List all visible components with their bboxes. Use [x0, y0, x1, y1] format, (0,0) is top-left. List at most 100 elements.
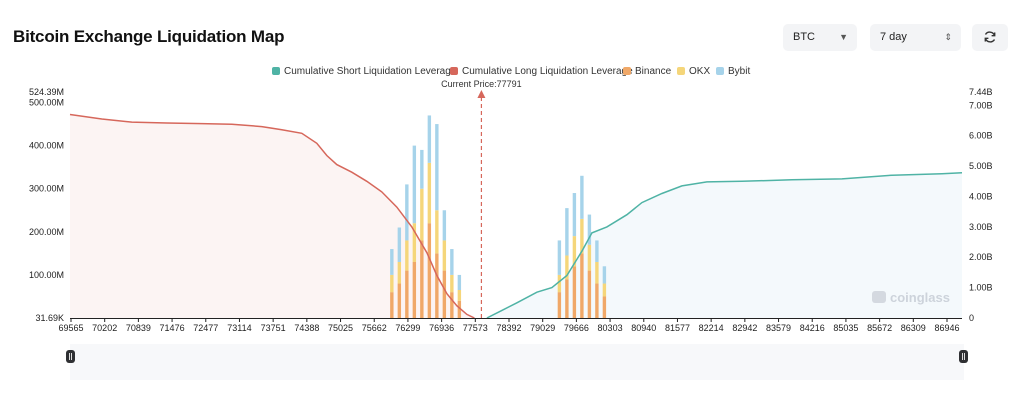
x-tick-label: 76936 [429, 323, 454, 333]
okx-bar [595, 261, 599, 284]
binance-bar [595, 283, 599, 318]
bybit-bar [397, 227, 402, 262]
bybit-bar [405, 184, 409, 241]
binance-bar [412, 261, 417, 318]
bybit-bar [572, 193, 577, 237]
coin-select[interactable]: BTC ▼ [783, 24, 857, 51]
y-left-tick-label: 31.69K [35, 313, 64, 323]
x-tick-label: 80303 [598, 323, 623, 333]
okx-bar [557, 274, 562, 293]
x-tick-label: 85672 [867, 323, 892, 333]
x-tick-label: 69565 [58, 323, 83, 333]
bybit-bar [595, 240, 599, 262]
x-tick-label: 76299 [395, 323, 420, 333]
binance-bar [442, 270, 447, 318]
binance-bar [427, 223, 432, 318]
legend-swatch [272, 67, 280, 75]
zoom-handle-left[interactable] [66, 350, 75, 363]
bybit-bar [565, 208, 569, 256]
bybit-bar [435, 124, 439, 211]
chart-header: Bitcoin Exchange Liquidation Map BTC ▼ 7… [0, 0, 1024, 70]
y-right-tick-label: 6.00B [969, 131, 993, 141]
y-right-tick-label: 1.00B [969, 283, 993, 293]
y-right-tick-label: 4.00B [969, 191, 993, 201]
binance-bar [565, 279, 569, 318]
y-left-tick-label: 524.39M [29, 87, 64, 97]
binance-bar [587, 270, 592, 318]
y-right-tick-label: 7.00B [969, 100, 993, 110]
okx-bar [390, 274, 394, 293]
okx-bar [442, 240, 447, 271]
y-left-tick-label: 300.00M [29, 184, 64, 194]
legend-label: Cumulative Long Liquidation Leverage [462, 66, 633, 77]
refresh-icon [984, 31, 996, 43]
legend-label: Binance [635, 66, 672, 77]
period-select-value: 7 day [880, 31, 907, 43]
legend-swatch [450, 67, 458, 75]
legend-label: Cumulative Short Liquidation Leverage [284, 66, 457, 77]
okx-bar [565, 255, 569, 280]
okx-bar [457, 289, 462, 301]
bybit-bar [390, 249, 394, 275]
legend-item[interactable]: Cumulative Short Liquidation Leverage [272, 66, 456, 77]
legend-item[interactable]: Cumulative Long Liquidation Leverage [450, 66, 633, 77]
y-right-tick-label: 3.00B [969, 222, 993, 232]
current-price-label: Current Price:77791 [441, 79, 522, 89]
x-tick-label: 73751 [261, 323, 286, 333]
up-down-chevron-icon: ⇕ [944, 32, 952, 42]
okx-bar [397, 261, 402, 284]
y-right-tick-label: 5.00B [969, 161, 993, 171]
y-left-tick-label: 500.00M [29, 98, 64, 108]
okx-bar [450, 274, 454, 293]
binance-bar [397, 283, 402, 318]
y-left-tick-label: 100.00M [29, 270, 64, 280]
bybit-bar [450, 249, 454, 275]
current-price-arrow [477, 90, 486, 98]
binance-bar [450, 292, 454, 318]
binance-bar [435, 253, 439, 318]
zoom-slider[interactable] [70, 344, 964, 380]
x-tick-label: 84216 [800, 323, 825, 333]
legend-label: OKX [689, 66, 711, 77]
x-tick-label: 70839 [126, 323, 151, 333]
x-tick-label: 79666 [564, 323, 589, 333]
x-tick-label: 82942 [732, 323, 757, 333]
chart-legend: Cumulative Short Liquidation Leverage Cum… [0, 66, 1024, 80]
x-tick-label: 79029 [530, 323, 555, 333]
long-cumulative-line [69, 113, 475, 319]
x-tick-label: 86309 [901, 323, 926, 333]
coin-select-value: BTC [793, 31, 815, 43]
binance-bar [572, 266, 577, 318]
x-tick-label: 85035 [833, 323, 858, 333]
x-tick-label: 77573 [463, 323, 488, 333]
binance-bar [405, 270, 409, 318]
x-tick-label: 71476 [160, 323, 185, 333]
okx-bar [580, 218, 584, 254]
binance-bar [390, 292, 394, 318]
legend-item[interactable]: OKX [677, 66, 710, 77]
binance-bar [602, 296, 607, 318]
watermark-text: coinglass [890, 290, 950, 305]
x-tick-label: 81577 [665, 323, 690, 333]
page-title: Bitcoin Exchange Liquidation Map [13, 27, 285, 46]
short-cumulative-line [486, 172, 963, 319]
y-right-tick-label: 7.44B [969, 87, 993, 97]
liquidation-chart: 31.69K 100.00M 200.00M 300.00M 400.00M 500.00… [29, 79, 993, 333]
bybit-bar [420, 149, 424, 189]
refresh-button[interactable] [972, 24, 1008, 51]
legend-item[interactable]: Binance [623, 66, 671, 77]
x-tick-label: 72477 [193, 323, 218, 333]
x-tick-label: 86946 [934, 323, 959, 333]
x-tick-label: 83579 [766, 323, 791, 333]
x-tick-label: 78392 [496, 323, 521, 333]
period-select[interactable]: 7 day ⇕ [870, 24, 961, 51]
binance-bar [457, 300, 462, 318]
y-right-tick-label: 0 [969, 313, 974, 323]
legend-swatch [677, 67, 685, 75]
legend-item[interactable]: Bybit [716, 66, 750, 77]
coinglass-watermark: coinglass [872, 290, 950, 305]
coinglass-logo-icon [872, 291, 886, 303]
chevron-down-icon: ▼ [839, 32, 848, 42]
x-tick-label: 82214 [699, 323, 724, 333]
zoom-handle-right[interactable] [959, 350, 968, 363]
